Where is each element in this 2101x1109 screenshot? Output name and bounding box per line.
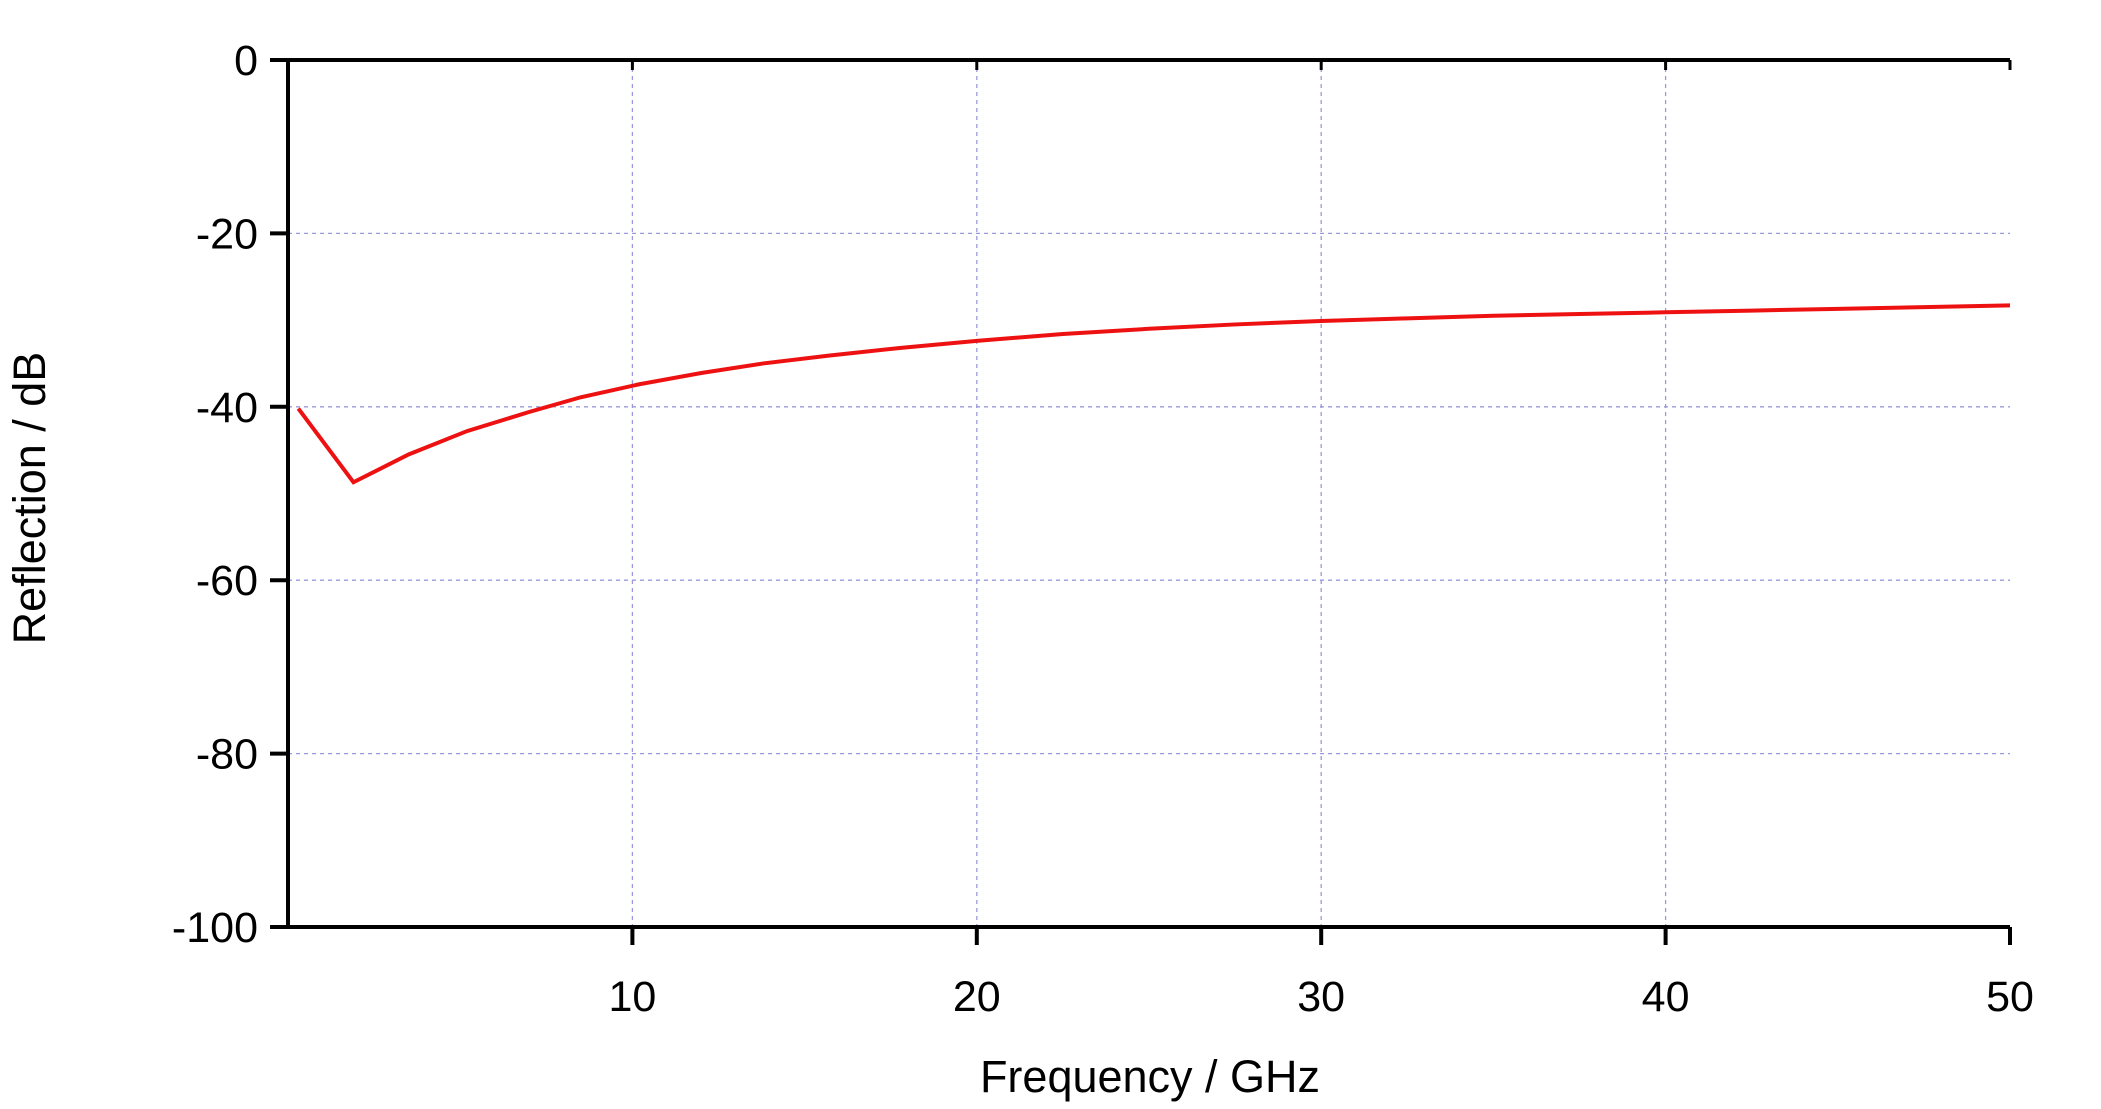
y-axis-title: Reflection / dB bbox=[4, 352, 55, 645]
reflection-series-line bbox=[296, 303, 2011, 485]
y-tick-label: -80 bbox=[196, 731, 258, 779]
x-tick-label: 20 bbox=[953, 973, 1001, 1021]
x-tick-label: 10 bbox=[608, 973, 656, 1021]
x-tick-label: 40 bbox=[1642, 973, 1690, 1021]
y-tick-label: -40 bbox=[196, 384, 258, 432]
y-tick-label: -100 bbox=[172, 904, 258, 952]
plot-area bbox=[296, 303, 2011, 485]
y-tick-label: -20 bbox=[196, 210, 258, 258]
y-tick-label: -60 bbox=[196, 557, 258, 605]
grid-lines bbox=[288, 60, 2010, 927]
ticks: 0 -20 -40 -60 -80 -100 10 20 30 40 50 bbox=[172, 37, 2034, 1021]
x-tick-label: 50 bbox=[1986, 973, 2034, 1021]
axes bbox=[286, 58, 2010, 929]
x-tick-label: 30 bbox=[1297, 973, 1345, 1021]
x-axis-title: Frequency / GHz bbox=[980, 1051, 1320, 1102]
y-tick-label: 0 bbox=[234, 37, 258, 85]
